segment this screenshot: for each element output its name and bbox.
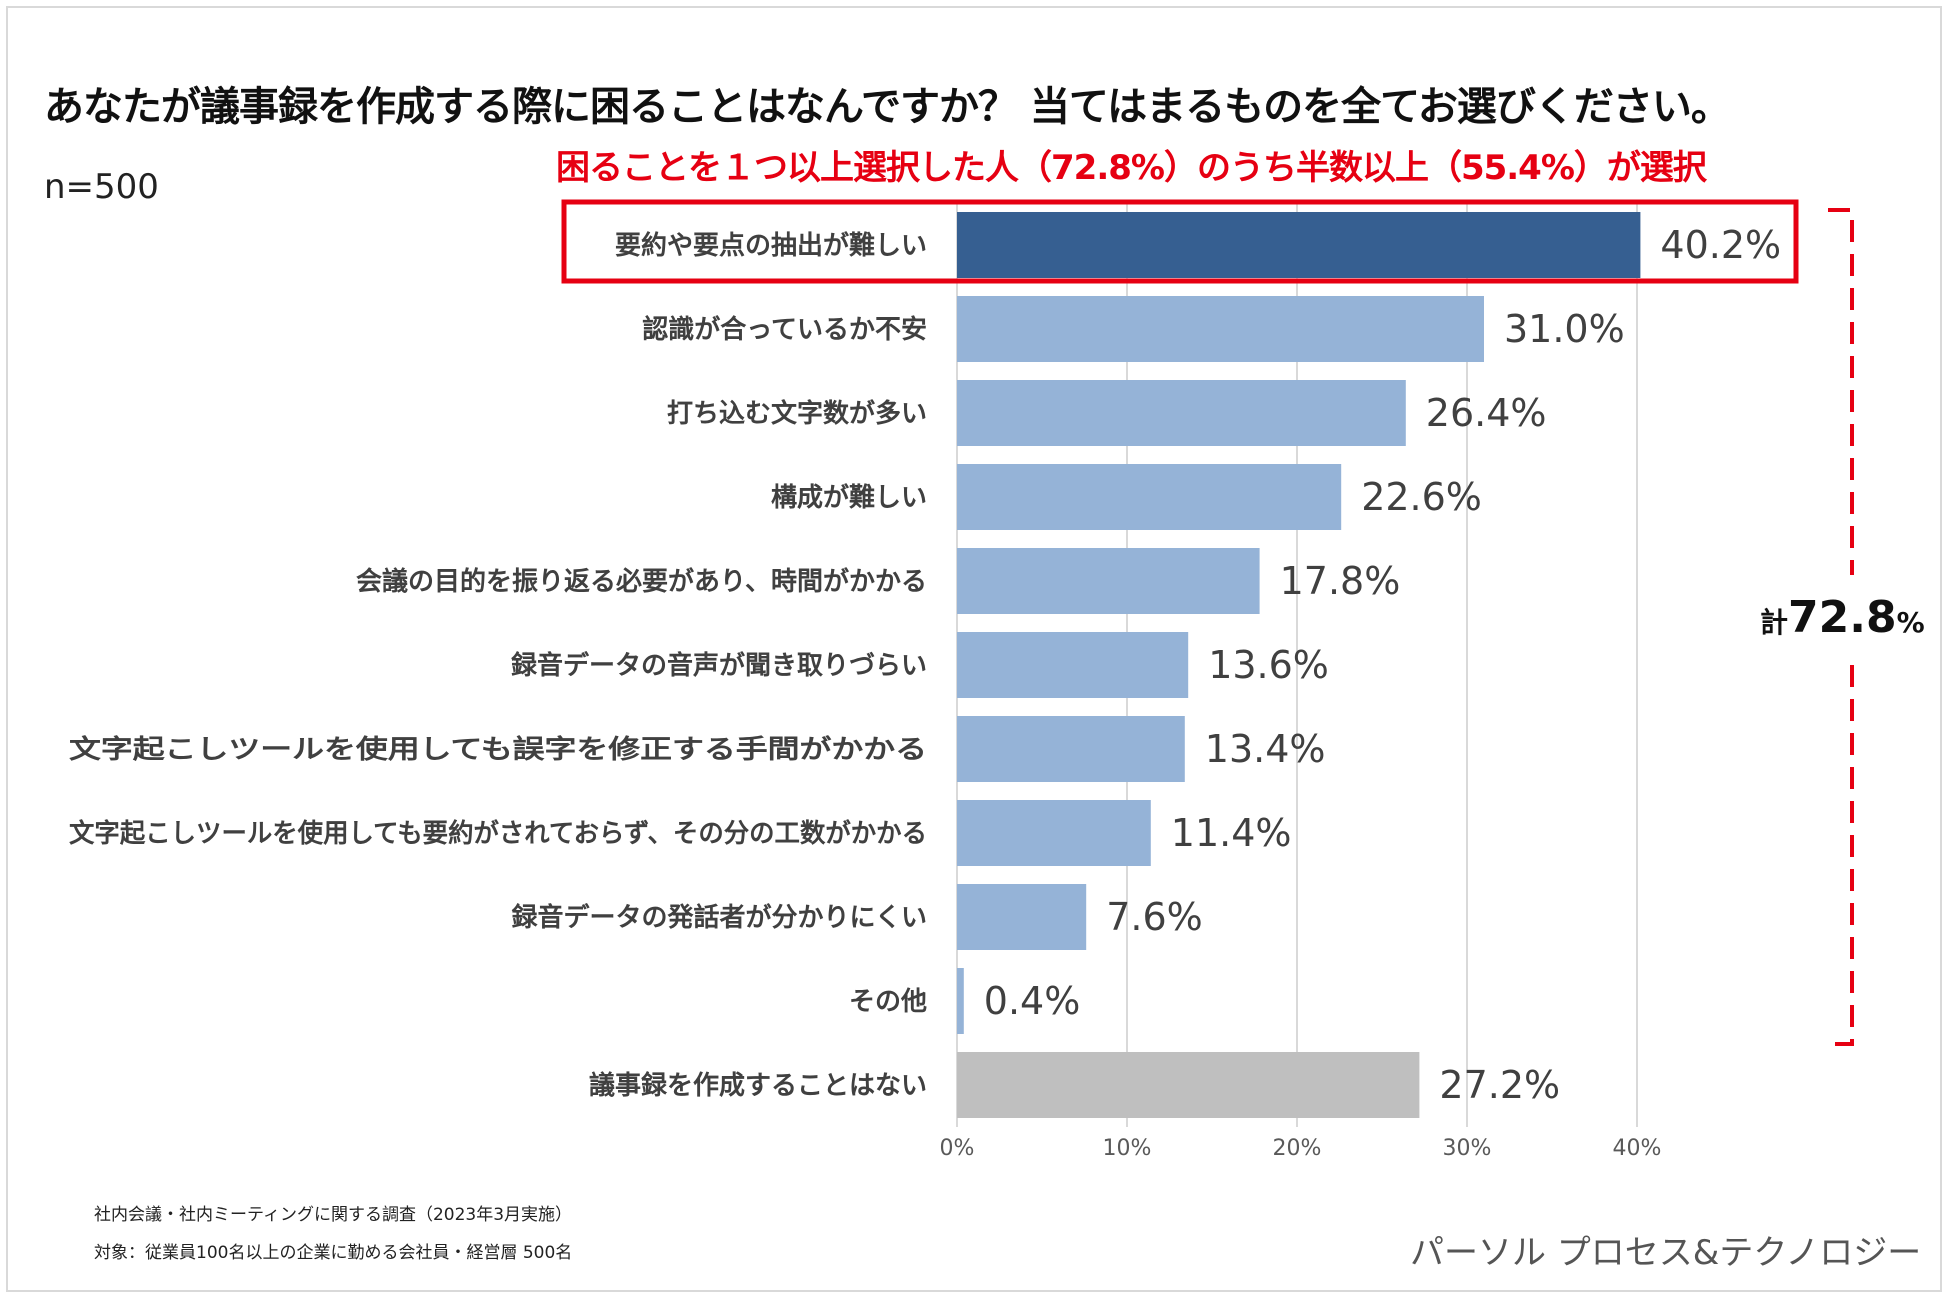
bar [957,464,1342,530]
data-label: 7.6% [1106,895,1203,939]
total-label: 計72.8% [1760,592,1925,643]
category-label: 録音データの音声が聞き取りづらい [511,650,927,681]
category-label: 録音データの発話者が分かりにくい [512,902,927,933]
data-label: 26.4% [1426,391,1547,435]
bar [957,296,1484,362]
x-tick-label: 40% [1613,1136,1662,1161]
bar [957,380,1406,446]
data-label: 27.2% [1439,1063,1560,1107]
bar [957,884,1087,950]
bar [957,548,1260,614]
data-label: 13.6% [1208,643,1329,687]
category-label: 構成が難しい [771,482,927,513]
data-label: 31.0% [1504,307,1625,351]
x-tick-label: 20% [1273,1136,1322,1161]
bar [957,968,964,1034]
data-label: 0.4% [984,979,1081,1023]
category-label: 文字起こしツールを使用しても誤字を修正する手間がかかる [69,734,927,765]
category-label: 打ち込む文字数が多い [667,398,927,429]
total-unit: % [1896,606,1925,639]
data-label: 13.4% [1205,727,1326,771]
highlight-box [561,199,1799,284]
category-label: 認識が合っているか不安 [642,314,927,345]
bracket-bottom [1828,665,1854,1046]
x-tick-label: 10% [1103,1136,1152,1161]
bar [957,800,1151,866]
category-label: 会議の目的を振り返る必要があり、時間がかかる [356,566,927,597]
brand-logo-text: パーソル プロセス&テクノロジー [1410,1233,1922,1273]
category-label: 議事録を作成することはない [589,1070,927,1101]
total-value: 72.8 [1788,592,1897,643]
total-prefix: 計 [1760,606,1789,639]
x-tick-label: 30% [1443,1136,1492,1161]
bracket-top [1828,208,1854,575]
category-label: その他 [849,987,927,1017]
data-label: 11.4% [1171,811,1292,855]
chart-title: あなたが議事録を作成する際に困ることはなんですか？ 当てはまるものを全てお選びく… [44,84,1731,130]
category-label: 文字起こしツールを使用しても要約がされておらず、その分の工数がかかる [69,818,927,849]
data-label: 22.6% [1361,475,1482,519]
category-label: 要約や要点の抽出が難しい [615,230,927,261]
bar [957,1052,1420,1118]
target-note: 対象：従業員100名以上の企業に勤める会社員・経営層 500名 [94,1243,573,1263]
bar [957,632,1189,698]
data-label: 40.2% [1660,223,1781,267]
chart-subtitle: 困ることを１つ以上選択した人（72.8%）のうち半数以上（55.4%）が選択 [556,148,1707,188]
data-label: 17.8% [1280,559,1401,603]
survey-note: 社内会議・社内ミーティングに関する調査（2023年3月実施） [94,1205,573,1225]
x-tick-label: 0% [940,1136,975,1161]
bar [957,716,1185,782]
bar [957,212,1641,278]
sample-size-label: n=500 [44,167,159,207]
